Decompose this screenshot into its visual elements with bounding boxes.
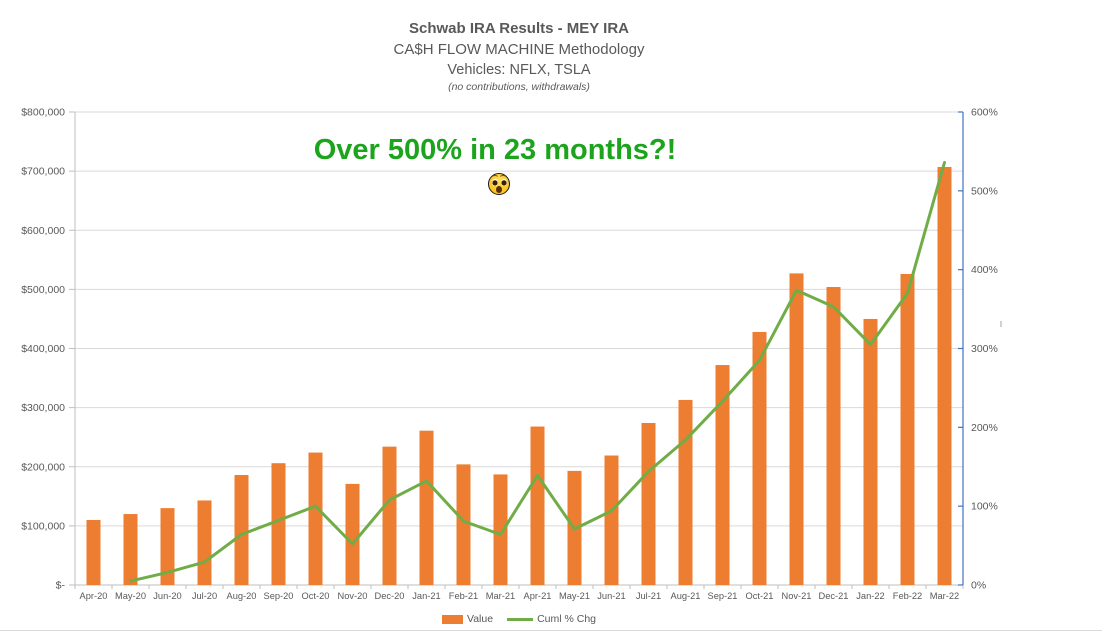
x-axis-tick-label: Jun-20 — [153, 591, 181, 601]
right-axis-tick-label: 100% — [971, 501, 998, 513]
x-axis-tick-label: Jan-22 — [856, 591, 884, 601]
right-axis-tick-label: 200% — [971, 422, 998, 434]
x-axis-tick-label: Aug-21 — [671, 591, 701, 601]
right-axis-tick-label: 600% — [971, 107, 998, 119]
right-axis-tick-label: 300% — [971, 343, 998, 355]
x-axis-tick-label: Apr-21 — [524, 591, 552, 601]
x-axis-tick-label: Mar-22 — [930, 591, 959, 601]
value-series-swatch-icon — [441, 614, 463, 624]
chart-note: (no contributions, withdrawals) — [448, 81, 590, 93]
emoji-eye-left — [491, 179, 498, 186]
legend-item-cuml-pct: Cuml % Chg — [507, 613, 596, 625]
left-axis-tick-label: $700,000 — [21, 166, 65, 178]
x-axis-tick-label: Dec-20 — [375, 591, 405, 601]
chart-title: Schwab IRA Results - MEY IRA — [408, 20, 630, 37]
value-bar — [308, 452, 323, 585]
left-axis-tick-label: $300,000 — [21, 402, 65, 414]
value-bar — [789, 273, 804, 585]
value-bar — [123, 514, 138, 585]
left-axis-tick-label: $- — [56, 580, 66, 592]
x-axis-tick-label: Oct-21 — [746, 591, 774, 601]
emoji-eyebrow-right — [499, 175, 507, 181]
emoji-mouth — [496, 185, 502, 193]
cuml-pct-series-swatch-icon — [507, 617, 534, 621]
x-axis-tick-label: Apr-20 — [80, 591, 108, 601]
legend-value-label: Value — [466, 613, 494, 625]
value-bar — [604, 455, 619, 585]
value-bar — [197, 500, 212, 585]
right-axis-tick-label: 0% — [971, 580, 986, 592]
legend-item-value: Value — [441, 613, 494, 625]
right-axis-tick-label: 500% — [971, 185, 998, 197]
legend-cuml-pct-label: Cuml % Chg — [537, 613, 596, 625]
x-axis-tick-label: Feb-22 — [893, 591, 922, 601]
x-axis-tick-label: Jan-21 — [412, 591, 440, 601]
emoji-eye-right — [500, 179, 507, 186]
bottom-separator-line — [0, 630, 1102, 631]
x-axis-tick-label: Sep-21 — [708, 591, 738, 601]
x-axis-tick-label: Nov-21 — [782, 591, 812, 601]
x-axis-tick-label: Jul-21 — [636, 591, 661, 601]
value-bar — [345, 483, 360, 585]
value-bar — [382, 446, 397, 585]
left-axis-tick-label: $200,000 — [21, 461, 65, 473]
value-bar — [419, 430, 434, 585]
left-axis-tick-label: $800,000 — [21, 107, 65, 119]
left-axis-tick-label: $100,000 — [21, 520, 65, 532]
x-axis-tick-label: Mar-21 — [486, 591, 515, 601]
value-bar — [234, 475, 249, 585]
value-bar — [715, 365, 730, 585]
chart-legend: Value Cuml % Chg — [75, 613, 963, 625]
value-bar — [160, 508, 175, 585]
x-axis-tick-label: Oct-20 — [302, 591, 330, 601]
astonished-emoji-icon — [488, 173, 510, 195]
value-bar — [937, 166, 952, 585]
x-axis-tick-label: Aug-20 — [227, 591, 257, 601]
x-axis-tick-label: Nov-20 — [338, 591, 368, 601]
x-axis-tick-label: Jul-20 — [192, 591, 217, 601]
annotation-text: Over 500% in 23 months?! — [313, 134, 677, 166]
value-bar — [678, 399, 693, 585]
chart-vehicles: Vehicles: NFLX, TSLA — [447, 62, 591, 78]
value-bar — [641, 422, 656, 585]
left-axis-tick-label: $500,000 — [21, 284, 65, 296]
x-axis-tick-label: Dec-21 — [819, 591, 849, 601]
emoji-eyebrow-left — [491, 175, 499, 181]
value-bar — [86, 519, 101, 585]
value-bar — [900, 274, 915, 585]
value-bar — [493, 474, 508, 585]
chart-subtitle: CA$H FLOW MACHINE Methodology — [393, 41, 645, 58]
right-axis-tick-label: 400% — [971, 264, 998, 276]
value-bar — [271, 463, 286, 585]
x-axis-tick-label: May-20 — [115, 591, 146, 601]
x-axis-tick-label: Jun-21 — [597, 591, 625, 601]
value-bar — [456, 464, 471, 585]
left-axis-tick-label: $400,000 — [21, 343, 65, 355]
x-axis-tick-label: May-21 — [559, 591, 590, 601]
left-axis-tick-label: $600,000 — [21, 225, 65, 237]
title-block: Schwab IRA Results - MEY IRA CA$H FLOW M… — [75, 18, 963, 95]
value-bar — [863, 318, 878, 585]
x-axis-tick-label: Feb-21 — [449, 591, 478, 601]
value-bar — [530, 426, 545, 585]
value-bar — [826, 287, 841, 585]
x-axis-tick-label: Sep-20 — [264, 591, 294, 601]
cuml-pct-line — [129, 161, 946, 583]
value-bar — [752, 331, 767, 585]
